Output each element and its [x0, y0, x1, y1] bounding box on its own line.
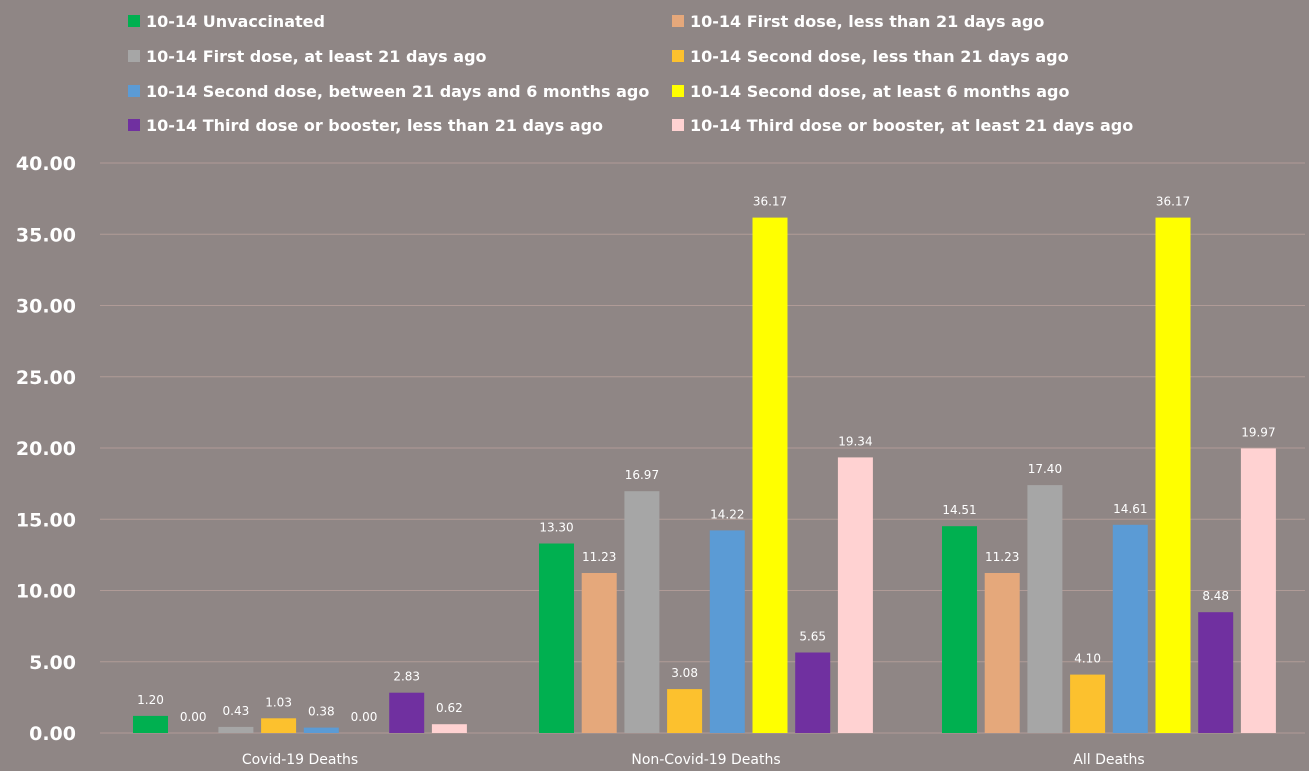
bar-value-label: 14.22: [710, 507, 744, 521]
bar-value-label: 14.51: [942, 503, 976, 517]
legend-swatch: [128, 50, 140, 62]
y-tick-label: 30.00: [16, 296, 76, 318]
y-tick-label: 0.00: [29, 723, 76, 745]
bar: [218, 726, 254, 733]
legend-entry: 10-14 First dose, at least 21 days ago: [128, 47, 487, 66]
bar: [1070, 674, 1106, 733]
legend-swatch: [672, 15, 684, 27]
y-tick-label: 20.00: [16, 438, 76, 460]
y-tick-label: 25.00: [16, 367, 76, 389]
legend-swatch: [128, 85, 140, 97]
bar-value-label: 0.00: [180, 710, 207, 724]
bar-value-label: 5.65: [799, 630, 826, 644]
y-tick-label: 40.00: [16, 153, 76, 175]
bar: [303, 727, 339, 733]
legend-label: 10-14 Second dose, between 21 days and 6…: [146, 82, 649, 101]
bar: [389, 692, 425, 733]
legend-entry: 10-14 Second dose, between 21 days and 6…: [128, 82, 649, 101]
legend-label: 10-14 Unvaccinated: [146, 12, 325, 31]
legend-label: 10-14 First dose, less than 21 days ago: [690, 12, 1044, 31]
legend-entry: 10-14 Third dose or booster, at least 21…: [672, 116, 1133, 135]
bar-value-label: 0.38: [308, 705, 335, 719]
legend-entry: 10-14 First dose, less than 21 days ago: [672, 12, 1044, 31]
x-category-label: All Deaths: [1073, 752, 1144, 768]
bars: 1.20 0.00 0.43 1.03 0.38 0.00 2.83 0.62 13.30 11.…: [133, 195, 1276, 734]
bar: [752, 217, 788, 734]
x-category-label: Non-Covid-19 Deaths: [631, 752, 780, 768]
bar: [1198, 612, 1234, 733]
legend-label: 10-14 First dose, at least 21 days ago: [146, 47, 487, 66]
bar-value-label: 0.43: [223, 704, 250, 718]
legend-swatch: [672, 119, 684, 131]
legend-entry: 10-14 Second dose, less than 21 days ago: [672, 47, 1069, 66]
legend-swatch: [672, 50, 684, 62]
legend-swatch: [672, 85, 684, 97]
bar-group: 13.30 11.23 16.97 3.08 14.22 36.17 5.65 19.34: [539, 195, 873, 734]
bar-value-label: 1.20: [137, 693, 164, 707]
bar-value-label: 36.17: [1156, 195, 1190, 209]
legend-label: 10-14 Third dose or booster, at least 21…: [690, 116, 1133, 135]
bar-value-label: 0.00: [351, 710, 378, 724]
legend-label: 10-14 Second dose, less than 21 days ago: [690, 47, 1069, 66]
bar-value-label: 11.23: [582, 550, 616, 564]
bar-value-label: 13.30: [539, 521, 573, 535]
bar: [261, 718, 297, 733]
bar-value-label: 14.61: [1113, 502, 1147, 516]
bar-value-label: 1.03: [265, 695, 292, 709]
y-tick-label: 15.00: [16, 509, 76, 531]
bar: [539, 543, 574, 733]
legend-entry: 10-14 Second dose, at least 6 months ago: [672, 82, 1070, 101]
gridlines: [100, 162, 1305, 734]
bar: [837, 457, 873, 733]
bar: [1027, 485, 1063, 733]
bar: [795, 652, 831, 733]
bar-value-label: 11.23: [985, 550, 1019, 564]
legend-entry: 10-14 Unvaccinated: [128, 12, 325, 31]
legend-label: 10-14 Second dose, at least 6 months ago: [690, 82, 1070, 101]
bar: [133, 715, 168, 733]
x-axis: Covid-19 Deaths Non-Covid-19 Deaths All De…: [242, 752, 1145, 768]
bar-value-label: 19.97: [1241, 425, 1275, 439]
bar-value-label: 17.40: [1028, 462, 1062, 476]
y-tick-label: 35.00: [16, 224, 76, 246]
bar: [624, 491, 660, 733]
y-tick-label: 5.00: [29, 652, 76, 674]
bar: [984, 573, 1020, 733]
legend-entry: 10-14 Third dose or booster, less than 2…: [128, 116, 603, 135]
bar: [581, 573, 617, 733]
bar-value-label: 8.48: [1202, 589, 1229, 603]
bar: [1155, 217, 1191, 734]
legend-swatch: [128, 15, 140, 27]
bar-value-label: 2.83: [393, 670, 420, 684]
bar-value-label: 36.17: [753, 195, 787, 209]
legend-swatch: [128, 119, 140, 131]
bar-value-label: 4.10: [1074, 652, 1101, 666]
bar: [431, 724, 467, 733]
bar-value-label: 19.34: [838, 434, 872, 448]
bar-value-label: 3.08: [671, 666, 698, 680]
bar: [942, 526, 977, 733]
y-tick-label: 10.00: [16, 581, 76, 603]
legend: 10-14 Unvaccinated 10-14 First dose, less…: [128, 12, 1133, 135]
bar-group: 14.51 11.23 17.40 4.10 14.61 36.17 8.48 19.97: [942, 195, 1276, 734]
bar: [1112, 524, 1148, 733]
legend-label: 10-14 Third dose or booster, less than 2…: [146, 116, 603, 135]
bar: [709, 530, 745, 733]
bar-value-label: 16.97: [625, 468, 659, 482]
x-category-label: Covid-19 Deaths: [242, 752, 358, 768]
bar-value-label: 0.62: [436, 701, 463, 715]
bar-group: 1.20 0.00 0.43 1.03 0.38 0.00 2.83 0.62: [133, 670, 467, 733]
bar: [1240, 448, 1276, 733]
bar: [667, 689, 703, 733]
y-axis: 0.00 5.00 10.00 15.00 20.00 25.00 30.00 35.00 40…: [16, 153, 76, 745]
